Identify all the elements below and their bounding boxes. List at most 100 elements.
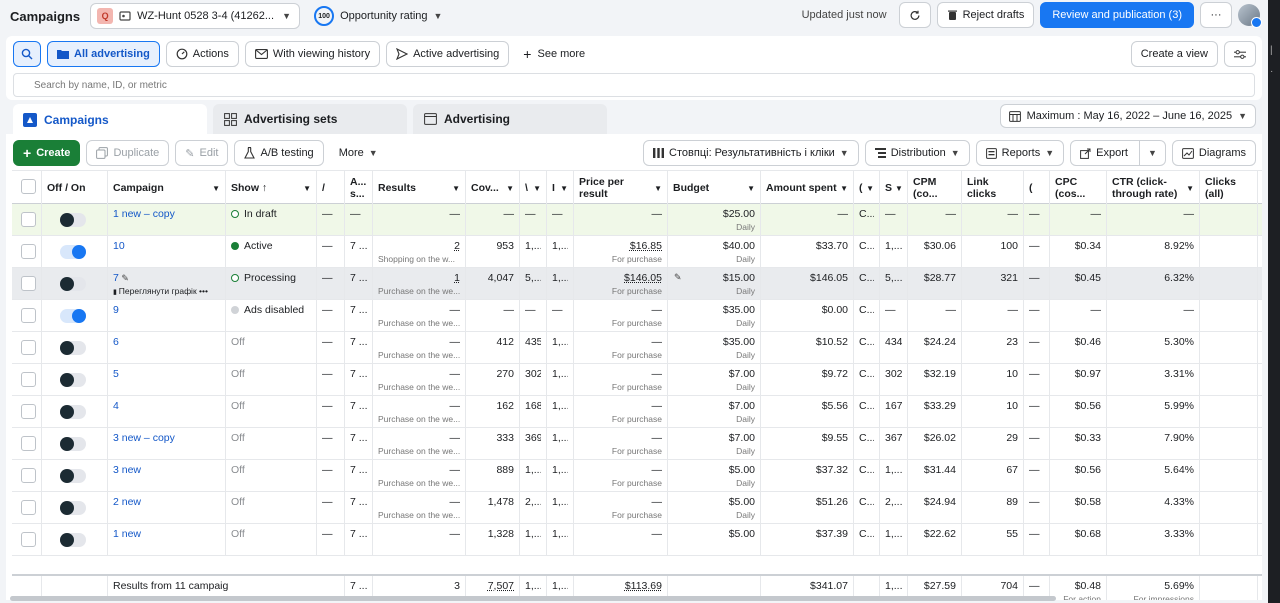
distribution-selector[interactable]: Distribution ▼	[864, 140, 970, 166]
campaign-name-link[interactable]: 9	[113, 304, 119, 316]
campaign-toggle[interactable]	[60, 245, 86, 259]
filter-actions[interactable]: Actions	[165, 41, 239, 67]
table-row[interactable]: 1 new Off — 7 ... — 1,328 1,... 1,... — $5.00 $37.…	[12, 524, 1262, 556]
date-range-picker[interactable]: Maximum : May 16, 2022 – June 16, 2025 ▼	[999, 104, 1256, 128]
see-more-button[interactable]: + See more	[523, 46, 586, 62]
avatar[interactable]	[1238, 4, 1262, 28]
column-header-link[interactable]: Link clicks	[962, 171, 1024, 205]
opportunity-rating[interactable]: 100 Opportunity rating ▼	[314, 6, 442, 26]
create-button[interactable]: + Create	[13, 140, 81, 166]
edit-button[interactable]: ✎ Edit	[175, 140, 229, 166]
filter-active-advertising[interactable]: Active advertising	[386, 41, 510, 67]
column-header-i[interactable]: I ▼	[547, 171, 574, 205]
more-options-button[interactable]: ···	[1200, 2, 1232, 28]
column-header-cpc[interactable]: CPC (cos...	[1050, 171, 1107, 205]
search-button[interactable]	[13, 41, 41, 67]
column-header-chk[interactable]	[12, 171, 42, 205]
table-row[interactable]: 1 new – copy In draft — — — — — — — $25.00 Daily — C…	[12, 204, 1262, 236]
campaign-toggle[interactable]	[60, 437, 86, 451]
tab-campaigns[interactable]: Campaigns	[13, 104, 207, 136]
account-selector[interactable]: Q WZ-Hunt 0528 3-4 (41262... ▼	[90, 3, 301, 29]
table-row[interactable]: 4 Off — 7 ... — Purchase on the we... 162 168 1,…	[12, 396, 1262, 428]
pencil-icon[interactable]: ✎	[118, 273, 129, 283]
column-header-ctr[interactable]: CTR (click-through rate) ▼	[1107, 171, 1200, 205]
campaign-name-link[interactable]: 10	[113, 240, 125, 252]
horizontal-scrollbar[interactable]	[10, 596, 1056, 601]
campaign-name-link[interactable]: 3 new – copy	[113, 432, 175, 444]
column-header-c_as[interactable]: A... s...	[345, 171, 373, 205]
columns-selector[interactable]: Стовпці: Результативність і кліки ▼	[643, 140, 859, 166]
column-header-s[interactable]: S ▼	[880, 171, 908, 205]
diagrams-button[interactable]: Diagrams	[1171, 140, 1256, 166]
campaign-toggle[interactable]	[60, 405, 86, 419]
campaign-toggle[interactable]	[60, 341, 86, 355]
campaign-toggle[interactable]	[60, 213, 86, 227]
campaign-name-link[interactable]: 5	[113, 368, 119, 380]
column-header-price[interactable]: Price per result ▼	[574, 171, 668, 205]
column-header-cpm[interactable]: CPM (co...	[908, 171, 962, 205]
campaign-name-link[interactable]: 2 new	[113, 496, 142, 508]
campaign-name-link[interactable]: 4	[113, 400, 119, 412]
table-row[interactable]: 3 new Off — 7 ... — Purchase on the we... 889 1…	[12, 460, 1262, 492]
refresh-button[interactable]	[898, 2, 931, 28]
duplicate-button[interactable]: Duplicate	[86, 140, 170, 166]
column-header-show[interactable]: Show ↑ ▼	[226, 171, 317, 205]
campaign-name-link[interactable]: 7	[113, 272, 119, 284]
more-menu-button[interactable]: More ▼	[338, 147, 378, 159]
view-chart-link[interactable]: Переглянути графік	[118, 286, 197, 296]
column-header-clicks[interactable]: Clicks (all)	[1200, 171, 1258, 205]
campaign-toggle[interactable]	[60, 469, 86, 483]
select-all-checkbox[interactable]	[21, 179, 36, 194]
filter-all-advertising[interactable]: All advertising	[47, 41, 160, 67]
campaign-toggle[interactable]	[60, 309, 86, 323]
table-row[interactable]: 10 Active — 7 ... 2 Shopping on the w... 953 1,…	[12, 236, 1262, 268]
column-header-cov[interactable]: Cov... ▼	[466, 171, 520, 205]
table-row[interactable]: 2 new Off — 7 ... — Purchase on the we... 1,47…	[12, 492, 1262, 524]
column-header-c_a[interactable]: /	[317, 171, 345, 205]
column-header-results[interactable]: Results ▼	[373, 171, 466, 205]
more-dots-icon[interactable]: •••	[196, 286, 208, 296]
column-header-budget[interactable]: Budget ▼	[668, 171, 761, 205]
column-header-v[interactable]: \ ▼	[520, 171, 547, 205]
table-row[interactable]: 5 Off — 7 ... — Purchase on the we... 270 302 1,…	[12, 364, 1262, 396]
row-checkbox[interactable]	[21, 212, 36, 227]
campaign-name-link[interactable]: 3 new	[113, 464, 142, 476]
row-checkbox[interactable]	[21, 436, 36, 451]
row-checkbox[interactable]	[21, 244, 36, 259]
view-chart-line[interactable]: ▮ Переглянути графік •••	[113, 286, 220, 296]
row-checkbox[interactable]	[21, 500, 36, 515]
campaign-toggle[interactable]	[60, 277, 86, 291]
tab-advertising[interactable]: Advertising	[413, 104, 607, 134]
column-header-offon[interactable]: Off / On	[42, 171, 108, 205]
pencil-icon[interactable]: ✎	[674, 272, 682, 282]
campaign-toggle[interactable]	[60, 533, 86, 547]
campaign-name-link[interactable]: 1 new	[113, 528, 142, 540]
column-header-campaign[interactable]: Campaign ▼	[108, 171, 226, 205]
row-checkbox[interactable]	[21, 468, 36, 483]
row-checkbox[interactable]	[21, 532, 36, 547]
campaign-toggle[interactable]	[60, 373, 86, 387]
column-header-c[interactable]: (▼	[854, 171, 880, 205]
row-checkbox[interactable]	[21, 404, 36, 419]
row-checkbox[interactable]	[21, 372, 36, 387]
row-checkbox[interactable]	[21, 308, 36, 323]
table-row[interactable]: 9 Ads disabled — 7 ... — Purchase on the we..…	[12, 300, 1262, 332]
review-publication-button[interactable]: Review and publication (3)	[1040, 2, 1194, 28]
tab-advertising-sets[interactable]: Advertising sets	[213, 104, 407, 134]
filter-with-viewing-history[interactable]: With viewing history	[244, 41, 381, 67]
table-row[interactable]: 3 new – copy Off — 7 ... — Purchase on the we…	[12, 428, 1262, 460]
search-input[interactable]: Search by name, ID, or metric	[13, 73, 1255, 97]
row-checkbox[interactable]	[21, 340, 36, 355]
column-header-c2[interactable]: (	[1024, 171, 1050, 205]
reject-drafts-button[interactable]: Reject drafts	[936, 2, 1035, 28]
export-dropdown-toggle[interactable]: ▼	[1138, 141, 1165, 165]
column-header-amount[interactable]: Amount spent ▼	[761, 171, 854, 205]
create-view-button[interactable]: Create a view	[1130, 41, 1218, 67]
campaign-toggle[interactable]	[60, 501, 86, 515]
filter-settings-button[interactable]	[1224, 41, 1256, 67]
campaign-name-link[interactable]: 6	[113, 336, 119, 348]
row-checkbox[interactable]	[21, 276, 36, 291]
table-row[interactable]: 7 ✎ ▮ Переглянути графік ••• Processing — 7 …	[12, 268, 1262, 300]
table-row[interactable]: 6 Off — 7 ... — Purchase on the we... 412 435 1,…	[12, 332, 1262, 364]
ab-testing-button[interactable]: A/B testing	[234, 140, 324, 166]
